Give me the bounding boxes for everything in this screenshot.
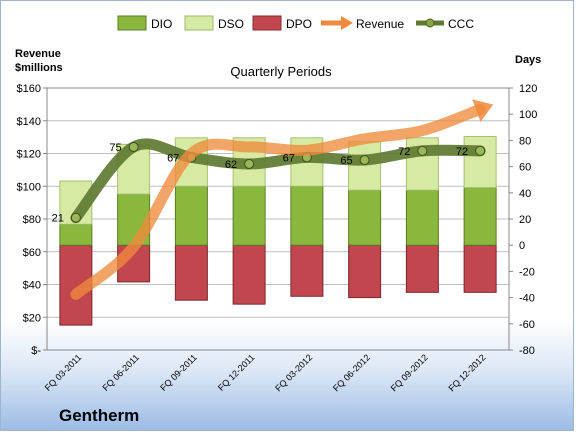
bar-dio: [59, 223, 93, 246]
right-tick-label: -40: [519, 293, 535, 305]
left-tick-label: $60: [23, 247, 41, 259]
left-axis-title-line2: $millions: [15, 62, 63, 74]
right-tick-label: 0: [519, 240, 525, 252]
ccc-data-label: 72: [398, 146, 410, 158]
company-name: Gentherm: [59, 406, 139, 425]
bar-dpo: [463, 244, 497, 293]
right-tick-label: 20: [519, 214, 531, 226]
right-tick-label: -80: [519, 345, 535, 357]
bar-dio: [174, 185, 208, 246]
bar-dpo: [290, 244, 324, 297]
revenue-line: [70, 103, 486, 300]
legend-swatch-dso: [184, 15, 214, 31]
bar-dpo: [174, 244, 208, 301]
ccc-point: [70, 212, 81, 223]
bar-dio: [405, 189, 439, 246]
ccc-data-label: 75: [109, 142, 121, 154]
right-tick-label: 60: [519, 162, 531, 174]
left-tick-label: $20: [23, 312, 41, 324]
x-tick-label: FQ 06-2012: [331, 352, 372, 393]
right-tick-label: 120: [519, 83, 537, 95]
bar-dpo: [232, 244, 266, 305]
ccc-data-label: 72: [456, 146, 468, 158]
legend-swatch-dpo: [252, 15, 282, 31]
right-tick-label: 80: [519, 135, 531, 147]
plot-area: [46, 87, 510, 351]
ccc-point: [475, 145, 486, 156]
bar-dio: [348, 189, 382, 246]
right-tick-label: 40: [519, 188, 531, 200]
legend: DIO DSO DPO Revenue CCC: [117, 15, 474, 31]
ccc-data-label: 65: [340, 155, 352, 167]
x-tick-label: FQ 12-2012: [447, 352, 488, 393]
ccc-point: [128, 141, 139, 152]
left-tick-label: $140: [17, 116, 41, 128]
bar-dso: [463, 135, 497, 189]
chart-title: Quarterly Periods: [230, 64, 332, 79]
legend-label-dpo: DPO: [286, 17, 312, 31]
right-tick-label: -20: [519, 266, 535, 278]
left-tick-label: $40: [23, 280, 41, 292]
legend-swatch-revenue: [321, 16, 353, 30]
x-tick-label: FQ 12-2011: [216, 352, 257, 393]
bar-dpo: [405, 244, 439, 293]
legend-label-revenue: Revenue: [356, 17, 404, 31]
x-tick-label: FQ 09-2012: [389, 352, 430, 393]
ccc-point: [244, 158, 255, 169]
ccc-data-label: 67: [283, 152, 295, 164]
legend-label-dso: DSO: [218, 17, 244, 31]
right-tick-label: 100: [519, 109, 537, 121]
legend-swatch-ccc: [416, 18, 444, 28]
legend-swatch-dio: [117, 15, 147, 31]
legend-label-dio: DIO: [151, 17, 172, 31]
right-tick-label: -60: [519, 319, 535, 331]
left-axis-title-line1: Revenue: [15, 48, 61, 60]
right-axis-title: Days: [515, 54, 541, 66]
x-tick-label: FQ 06-2011: [100, 352, 141, 393]
ccc-data-label: 62: [225, 159, 237, 171]
left-tick-label: $160: [17, 83, 41, 95]
left-tick-label: $-: [31, 345, 41, 357]
left-tick-label: $120: [17, 149, 41, 161]
bar-dio: [232, 185, 266, 246]
revenue-arrowhead: [472, 99, 494, 122]
x-tick-label: FQ 03-2011: [43, 352, 84, 393]
ccc-point: [417, 145, 428, 156]
ccc-data-label: 67: [167, 152, 179, 164]
bar-dpo: [348, 244, 382, 299]
x-tick-label: FQ 09-2011: [158, 352, 199, 393]
bar-dio: [463, 187, 497, 246]
ccc-data-label: 21: [52, 213, 64, 225]
bar-dso: [348, 141, 382, 191]
left-tick-label: $100: [17, 181, 41, 193]
bar-dio: [290, 185, 324, 246]
x-tick-label: FQ 03-2012: [273, 352, 314, 393]
left-tick-label: $80: [23, 214, 41, 226]
ccc-point: [359, 155, 370, 166]
legend-label-ccc: CCC: [448, 17, 474, 31]
